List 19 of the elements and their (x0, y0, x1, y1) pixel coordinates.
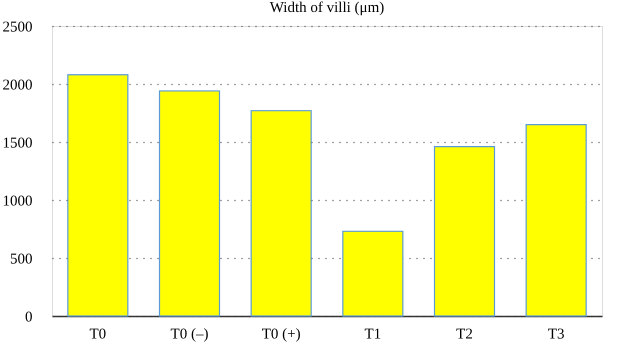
bar (434, 146, 496, 317)
x-tick-label: T3 (548, 326, 565, 342)
y-tick-label: 1000 (2, 194, 32, 210)
x-tick-label: T0 (89, 326, 106, 342)
x-tick-label: T0 (–) (170, 326, 208, 342)
y-tick-label: 0 (25, 310, 32, 326)
y-tick-label: 2500 (2, 20, 32, 36)
chart-title: Width of villi (μm) (270, 0, 384, 16)
bar (250, 110, 312, 317)
bar (342, 230, 404, 317)
bar (526, 124, 587, 317)
bar (158, 90, 220, 317)
y-tick-label: 500 (10, 252, 32, 268)
x-tick-label: T2 (456, 326, 473, 342)
y-tick-label: 1500 (2, 136, 32, 152)
x-tick-label: T1 (364, 326, 382, 342)
x-tick-label: T0 (+) (262, 326, 301, 342)
bar (67, 74, 128, 317)
y-tick-label: 2000 (2, 78, 32, 94)
